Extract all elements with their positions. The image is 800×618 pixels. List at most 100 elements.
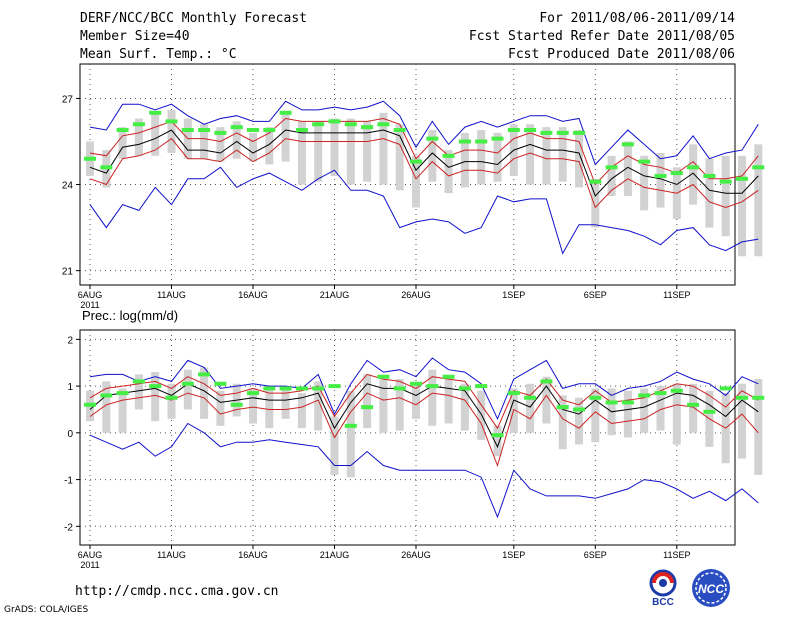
temp-median-marker xyxy=(687,165,700,170)
precip-median-marker xyxy=(703,409,716,414)
temp-range-box xyxy=(428,130,437,182)
precip-xtick-label: 6SEP xyxy=(584,550,607,560)
precip-range-box xyxy=(363,374,372,429)
precip-range-box xyxy=(460,383,469,431)
precip-range-box xyxy=(444,379,453,424)
precip-range-box xyxy=(738,383,746,459)
source-url[interactable]: http://cmdp.ncc.cma.gov.cn xyxy=(75,584,279,599)
temp-median-marker xyxy=(654,173,667,178)
temp-median-marker xyxy=(540,130,553,135)
temp-ensemble-mean-line xyxy=(89,129,759,197)
temp-median-marker xyxy=(328,119,341,124)
precip-ensemble-mean-line xyxy=(89,383,759,449)
temp-range-box xyxy=(754,144,763,257)
temp-range-box xyxy=(346,118,355,185)
temperature-panel: 21 24 27 6AUG 11AUG 16AUG 21AUG 26AUG 1SEP 6SEP 11… xyxy=(62,63,765,310)
temp-median-marker xyxy=(638,159,651,164)
temp-range-box xyxy=(460,132,469,188)
temp-median-marker xyxy=(410,159,422,164)
temp-ytick-label: 21 xyxy=(62,267,74,278)
precip-xtick-label: 1SEP xyxy=(502,550,525,560)
temp-range-box xyxy=(297,121,306,185)
temp-median-marker xyxy=(458,139,471,144)
precip-xtick-label: 11SEP xyxy=(663,550,690,560)
precip-range-box xyxy=(477,390,486,440)
member-size-label: Member Size=40 xyxy=(80,29,190,44)
precip-median-marker xyxy=(361,405,374,410)
precip-panel-title: Prec.: log(mm/d) xyxy=(82,308,178,323)
temp-range-box xyxy=(689,144,698,205)
precip-median-marker xyxy=(132,379,145,384)
precip-median-marker xyxy=(507,391,520,396)
precip-median-marker xyxy=(687,402,700,407)
temp-xtick-label: 11AUG xyxy=(157,290,186,300)
precip-median-marker xyxy=(295,386,308,391)
precip-ytick-label: 1 xyxy=(67,382,73,393)
temp-range-box xyxy=(623,141,632,197)
precip-range-box xyxy=(412,383,420,419)
temp-median-marker xyxy=(344,122,357,127)
temp-xtick-label: 21AUG xyxy=(320,290,350,300)
temp-median-marker xyxy=(230,125,243,130)
temp-range-box xyxy=(216,127,225,162)
precip-range-box xyxy=(623,390,632,438)
ncc-logo: NCC xyxy=(688,567,734,613)
precip-median-marker xyxy=(573,407,585,412)
temp-maximum-line xyxy=(89,100,759,166)
precip-range-box xyxy=(656,386,665,431)
precip-median-marker xyxy=(621,400,634,405)
precip-median-marker xyxy=(230,402,243,407)
temp-median-marker xyxy=(84,156,96,161)
bcc-logo: BCC xyxy=(640,567,686,611)
precip-ytick-label: 0 xyxy=(67,429,73,440)
temp-median-marker xyxy=(442,153,455,158)
precip-median-marker xyxy=(410,381,422,386)
temp-median-marker xyxy=(752,165,765,170)
precip-range-box xyxy=(183,369,192,410)
temp-median-marker xyxy=(214,130,227,135)
temp-median-marker xyxy=(605,165,618,170)
precip-range-box xyxy=(314,381,323,431)
precip-median-marker xyxy=(328,384,341,389)
temp-frame xyxy=(79,63,736,286)
grads-credit: GrADS: COLA/IGES xyxy=(4,605,89,615)
temp-median-marker xyxy=(589,179,602,184)
precip-median-marker xyxy=(426,384,439,389)
temp-median-marker xyxy=(736,176,748,181)
precip-median-marker xyxy=(84,402,96,407)
temp-range-box xyxy=(249,132,257,162)
precip-median-marker xyxy=(198,372,211,377)
precip-range-box xyxy=(200,367,209,419)
precip-ytick-label: 2 xyxy=(67,335,73,346)
temp-median-marker xyxy=(524,128,537,133)
temp-median-marker xyxy=(621,142,634,147)
temp-range-box xyxy=(526,124,535,185)
precip-median-marker xyxy=(247,391,259,396)
forecast-started-date: Fcst Started Refer Date 2011/08/05 xyxy=(468,29,735,44)
precip-range-box xyxy=(428,369,437,426)
precip-range-box xyxy=(346,390,355,478)
precip-range-box xyxy=(151,372,160,422)
precip-median-marker xyxy=(279,386,292,391)
temp-range-box xyxy=(721,155,730,237)
precip-median-marker xyxy=(524,395,537,400)
temp-ytick-label: 27 xyxy=(62,94,74,105)
forecast-produced-date: Fcst Produced Date 2011/08/06 xyxy=(508,47,735,62)
precip-ytick-label: -1 xyxy=(64,476,73,487)
temp-range-box xyxy=(151,112,160,156)
precip-xtick-label: 6AUG xyxy=(78,550,103,560)
temp-year-label: 2011 xyxy=(80,300,99,310)
temp-upper-spread-line xyxy=(89,117,759,186)
precip-median-marker xyxy=(181,381,194,386)
precip-range-box xyxy=(754,379,763,475)
precip-range-box xyxy=(558,395,567,450)
precip-median-marker xyxy=(263,386,276,391)
temp-minimum-line xyxy=(89,166,759,255)
temp-median-marker xyxy=(279,110,292,115)
precip-maximum-line xyxy=(89,357,759,421)
chart-title: DERF/NCC/BCC Monthly Forecast xyxy=(80,11,307,26)
temp-range-box xyxy=(738,155,746,257)
precip-median-marker xyxy=(116,391,129,396)
temp-median-marker xyxy=(719,179,732,184)
precip-median-marker xyxy=(491,433,504,438)
